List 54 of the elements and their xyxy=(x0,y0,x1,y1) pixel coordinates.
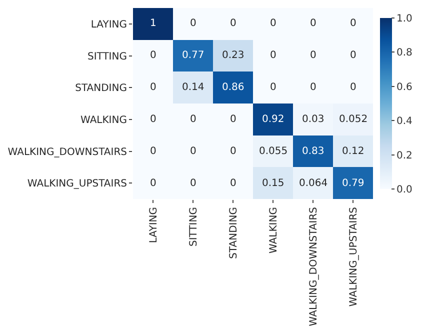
y-tick-label: WALKING xyxy=(80,114,127,126)
data-label: 0 xyxy=(150,82,156,93)
data-label: 0 xyxy=(270,18,276,29)
data-label: 0.064 xyxy=(299,178,328,189)
data-label: 0 xyxy=(310,50,316,61)
data-label: 0 xyxy=(150,114,156,125)
data-label: 0.83 xyxy=(302,146,324,157)
data-label: 0 xyxy=(350,82,356,93)
data-label: 0.86 xyxy=(222,82,244,93)
data-label: 1 xyxy=(150,18,156,29)
x-tick-label: SITTING xyxy=(188,207,200,247)
x-tick-label: STANDING xyxy=(228,207,240,259)
data-label: 0 xyxy=(230,178,236,189)
data-label: 0.052 xyxy=(339,114,368,125)
y-tick-label: WALKING_UPSTAIRS xyxy=(27,178,127,190)
data-label: 0 xyxy=(150,50,156,61)
data-label: 0 xyxy=(190,146,196,157)
color-bar-label: 0.8 xyxy=(396,48,412,59)
x-tick-label: WALKING_UPSTAIRS xyxy=(348,207,360,307)
y-tick-label: WALKING_DOWNSTAIRS xyxy=(8,146,127,158)
data-label: 0 xyxy=(190,178,196,189)
data-label: 0 xyxy=(350,50,356,61)
data-label: 0 xyxy=(270,82,276,93)
x-tick-label: WALKING_DOWNSTAIRS xyxy=(308,207,320,326)
y-tick-label: SITTING xyxy=(87,51,127,62)
data-label: 0 xyxy=(310,82,316,93)
data-label: 0.055 xyxy=(259,146,288,157)
data-label: 0 xyxy=(230,114,236,125)
data-label: 0.15 xyxy=(262,178,284,189)
x-tick-label: LAYING xyxy=(148,207,160,244)
data-label: 0 xyxy=(230,18,236,29)
data-label: 0 xyxy=(310,18,316,29)
data-label: 0.79 xyxy=(342,178,364,189)
y-tick-label: STANDING xyxy=(75,83,127,94)
y-tick-label: LAYING xyxy=(90,19,127,30)
data-label: 0.14 xyxy=(182,82,204,93)
data-label: 0 xyxy=(350,18,356,29)
data-label: 0 xyxy=(190,114,196,125)
data-label: 0 xyxy=(150,178,156,189)
data-label: 0 xyxy=(270,50,276,61)
data-label: 0 xyxy=(190,18,196,29)
data-label: 0 xyxy=(150,146,156,157)
data-label: 0.92 xyxy=(262,114,284,125)
data-label: 0.23 xyxy=(222,50,244,61)
data-label: 0.03 xyxy=(302,114,324,125)
data-label: 0.77 xyxy=(182,50,204,61)
color-bar-label: 0.4 xyxy=(396,116,412,128)
color-bar-label: 1.0 xyxy=(396,14,412,24)
color-bar-label: 0.0 xyxy=(396,184,412,196)
color-bar-label: 0.6 xyxy=(396,82,412,93)
data-label: 0.12 xyxy=(342,146,364,157)
x-tick-label: WALKING xyxy=(268,207,280,254)
color-bar-label: 0.2 xyxy=(396,150,412,162)
data-label: 0 xyxy=(230,146,236,157)
